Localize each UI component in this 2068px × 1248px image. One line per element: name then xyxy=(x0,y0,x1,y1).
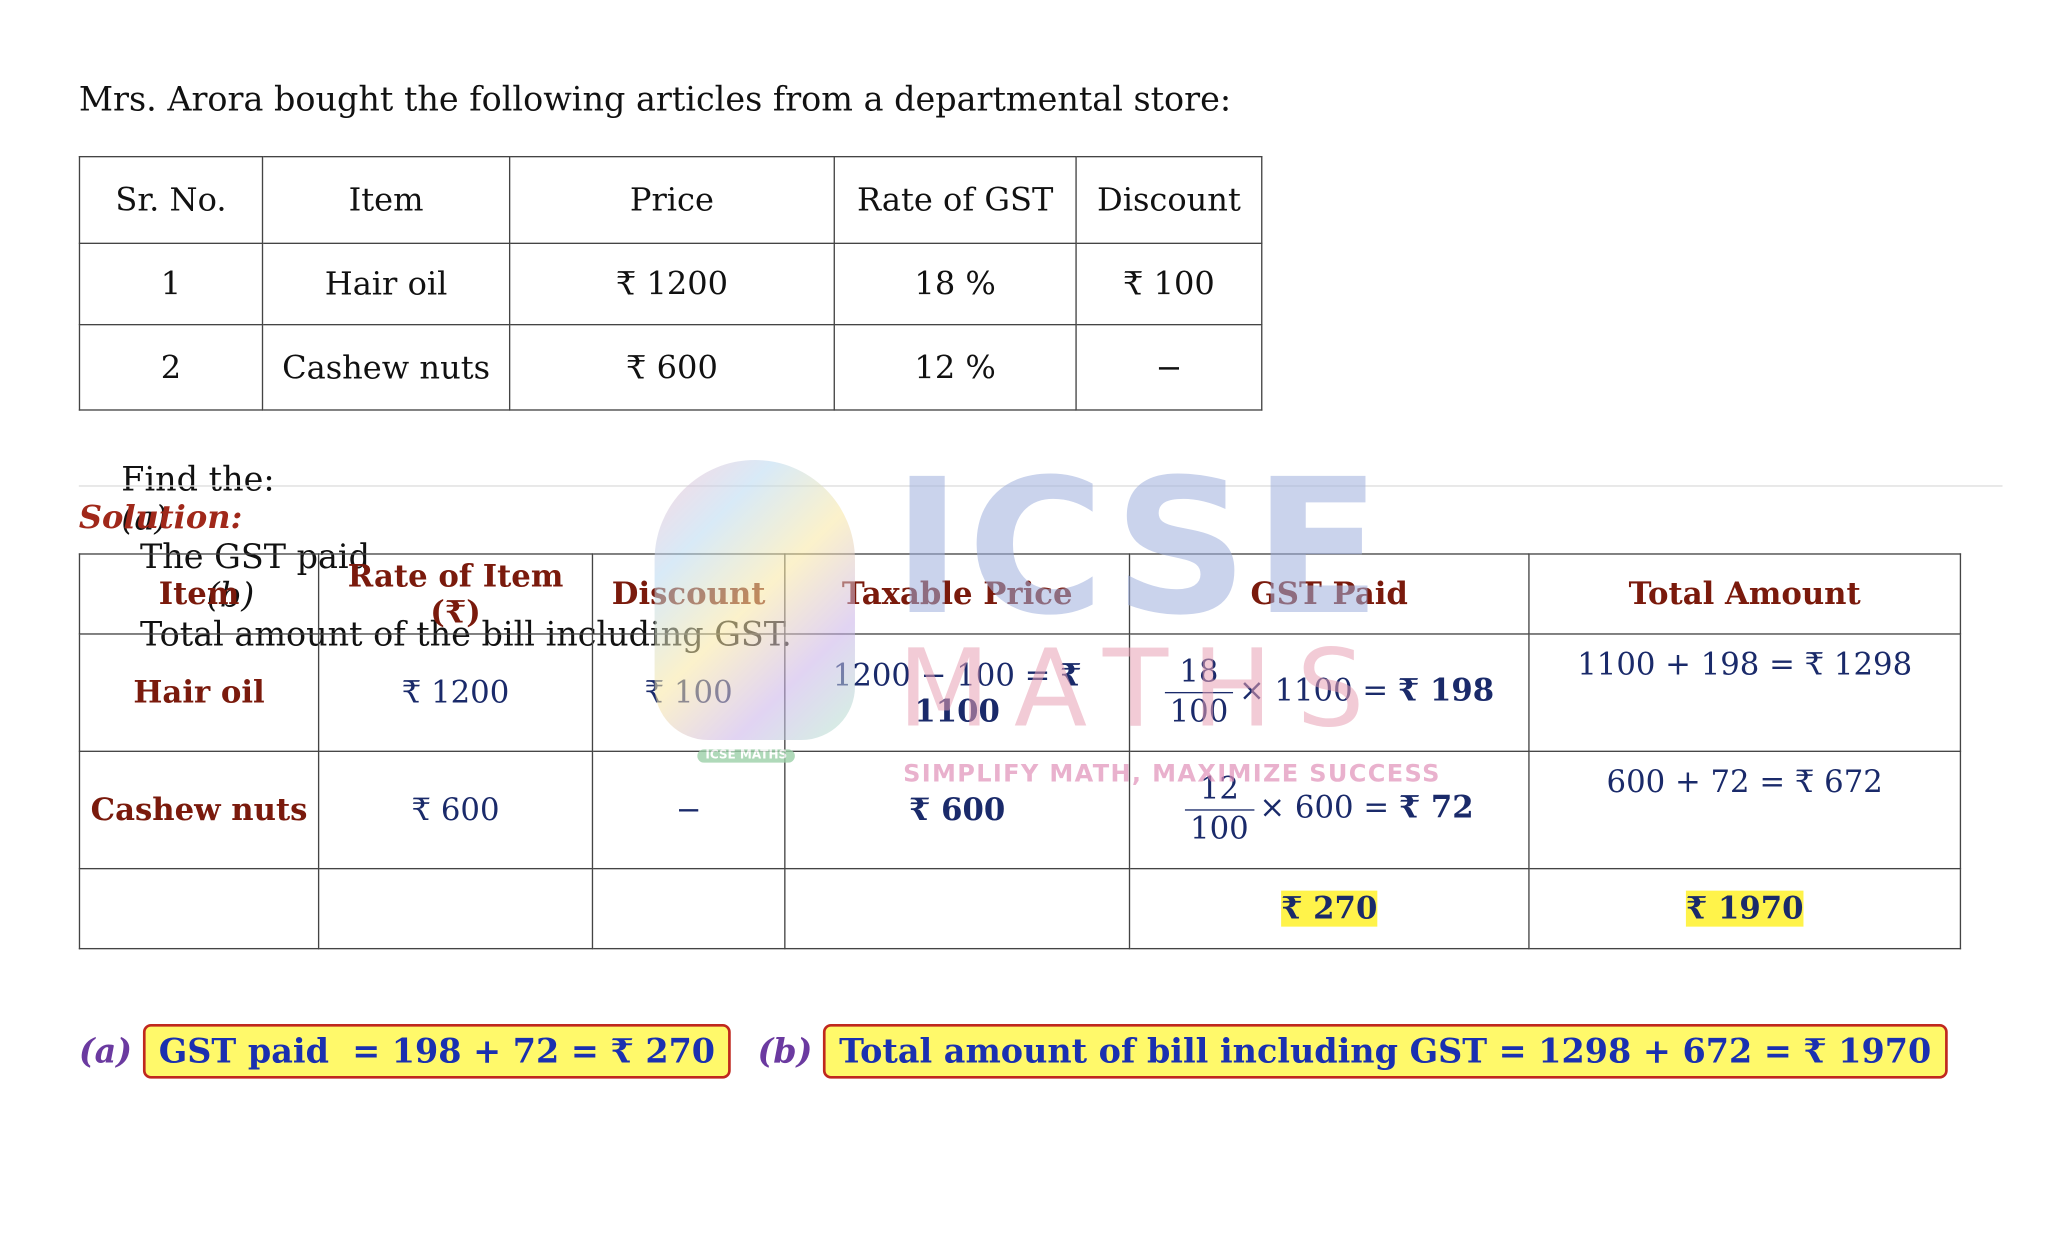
header-cell: Sr. No. xyxy=(78,155,264,244)
cell: 12 % xyxy=(833,323,1077,411)
header-cell: Rate of GST xyxy=(833,155,1077,244)
discount-cell: − xyxy=(591,750,786,870)
taxable-cell: ₹ 600 xyxy=(784,750,1131,870)
header-cell: Discount xyxy=(591,553,786,635)
cell: 18 % xyxy=(833,242,1077,326)
gst-cell: 12 100 × 600 = ₹ 72 xyxy=(1128,750,1530,870)
numerator: 18 xyxy=(1179,654,1219,690)
row: Cashew nuts ₹ 600− ₹ 600 12 100 × 600 = ₹ 72 6… xyxy=(78,750,1962,870)
cell: ₹ 100 xyxy=(1075,242,1263,326)
taxable-result: ₹ 600 xyxy=(909,791,1006,828)
item-cell: Hair oil xyxy=(78,633,320,752)
solution-table: Item Rate of Item (₹) Discount Taxable Pric… xyxy=(78,553,1962,950)
total-gst-cell: ₹ 270 xyxy=(1128,867,1530,950)
cell: 2 xyxy=(78,323,264,411)
fraction: 12 100 xyxy=(1184,771,1255,849)
rate-cell: ₹ 600 xyxy=(317,750,594,870)
empty-cell xyxy=(784,867,1131,950)
question: Mrs. Arora bought the following articles… xyxy=(78,79,1232,119)
gst-cell: 18 100 × 1100 = ₹ 198 xyxy=(1128,633,1530,752)
row: 2 Cashew nuts ₹ 600 12 % − xyxy=(78,323,1263,411)
answer-box: GST paid = 198 + 72 = ₹ 270 xyxy=(142,1023,732,1079)
grand-total: ₹ 1970 xyxy=(1685,890,1804,927)
header-cell: Rate of Item (₹) xyxy=(317,553,594,635)
row: 1 Hair oil ₹ 1200 18 % ₹ 100 xyxy=(78,242,1263,326)
cell: Cashew nuts xyxy=(261,323,511,411)
answer-b: (b) Total amount of bill including GST =… xyxy=(757,1023,1948,1079)
total-gst: ₹ 270 xyxy=(1281,890,1378,927)
cell: ₹ 1200 xyxy=(508,242,835,326)
find-a-label: (a) xyxy=(121,498,168,538)
answer-label: (b) xyxy=(757,1031,813,1071)
find-prefix: Find the: xyxy=(121,459,275,499)
grand-total-cell: ₹ 1970 xyxy=(1528,867,1962,950)
header-cell: Total Amount xyxy=(1528,553,1962,635)
gst-expr: × 1100 = xyxy=(1238,673,1398,709)
header-cell: GST Paid xyxy=(1128,553,1530,635)
total-cell: 1100 + 198 = ₹ 1298 xyxy=(1528,633,1962,752)
denominator: 100 xyxy=(1164,691,1234,732)
total-cell: 600 + 72 = ₹ 672 xyxy=(1528,750,1962,870)
cell: 1 xyxy=(78,242,264,326)
rate-cell: ₹ 1200 xyxy=(317,633,594,752)
divider xyxy=(78,485,2003,487)
gst-result: ₹ 198 xyxy=(1397,672,1495,709)
gst-result: ₹ 72 xyxy=(1398,789,1474,826)
empty-cell xyxy=(78,867,320,950)
cell: ₹ 600 xyxy=(508,323,835,411)
header-row: Item Rate of Item (₹) Discount Taxable Pric… xyxy=(78,553,1962,635)
header-cell: Discount xyxy=(1075,155,1263,244)
row: Hair oil ₹ 1200 ₹ 100 1200 − 100 = ₹ 1100 18… xyxy=(78,633,1962,752)
fraction: 18 100 xyxy=(1164,654,1234,732)
empty-cell xyxy=(591,867,786,950)
taxable-result: ₹ 1100 xyxy=(914,656,1082,729)
header-cell: Item xyxy=(261,155,511,244)
taxable-expr: 1200 − 100 = xyxy=(832,657,1061,693)
cell: − xyxy=(1075,323,1263,411)
denominator: 100 xyxy=(1184,809,1255,849)
answer-label: (a) xyxy=(78,1031,133,1071)
gst-expr: × 600 = xyxy=(1259,791,1399,826)
answer-a: (a) GST paid = 198 + 72 = ₹ 270 xyxy=(78,1023,732,1079)
empty-cell xyxy=(317,867,594,950)
header-row: Sr. No. Item Price Rate of GST Discount xyxy=(78,155,1263,244)
numerator: 12 xyxy=(1199,772,1239,807)
solution-label: Solution: xyxy=(78,497,243,536)
discount-cell: ₹ 100 xyxy=(591,633,786,752)
header-cell: Item xyxy=(78,553,320,635)
taxable-cell: 1200 − 100 = ₹ 1100 xyxy=(784,633,1131,752)
header-cell: Price xyxy=(508,155,835,244)
totals-row: ₹ 270 ₹ 1970 xyxy=(78,867,1962,950)
given-table: Sr. No. Item Price Rate of GST Discount 1 Hair… xyxy=(78,155,1263,411)
item-cell: Cashew nuts xyxy=(78,750,320,870)
cell: Hair oil xyxy=(261,242,511,326)
answer-box: Total amount of bill including GST = 129… xyxy=(823,1023,1948,1079)
header-cell: Taxable Price xyxy=(784,553,1131,635)
